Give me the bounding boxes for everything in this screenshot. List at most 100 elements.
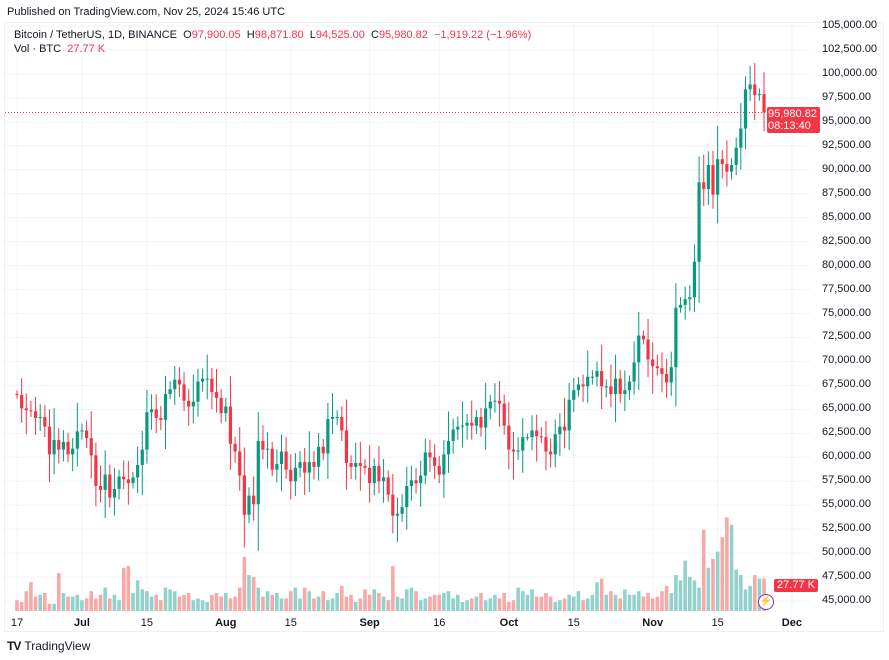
volume-bar (483, 600, 488, 611)
candle-body (33, 411, 38, 418)
price-tick-label: 77,500.00 (822, 282, 871, 295)
candle-body (400, 507, 404, 514)
volume-bar (595, 582, 599, 611)
volume-bar (391, 566, 395, 611)
candle-body (15, 394, 19, 396)
volume-bar (400, 598, 404, 611)
tradingview-logo[interactable]: TV TradingView (7, 639, 90, 653)
candle-body (140, 449, 144, 465)
volume-bar (19, 602, 24, 611)
volume-bar (576, 591, 581, 611)
candle-body (303, 462, 307, 473)
volume-bar (572, 596, 576, 611)
volume-bar (121, 567, 126, 611)
volume-bar (451, 598, 455, 611)
time-tick-label: Jul (74, 617, 90, 629)
volume-bar (237, 587, 242, 611)
price-tick-label: 70,000.00 (822, 354, 871, 367)
candle-body (163, 394, 168, 420)
candle-body (85, 430, 89, 439)
volume-bar (24, 591, 29, 611)
candle-body (270, 448, 274, 470)
volume-bar (520, 591, 525, 611)
candle-body (521, 437, 525, 451)
lightning-icon[interactable]: ⚡ (758, 594, 774, 610)
candle-body (358, 463, 362, 466)
time-tick-label: 15 (567, 617, 580, 629)
candle-body (595, 371, 599, 377)
volume-bar (103, 587, 107, 611)
chart-frame (4, 22, 884, 632)
candle-body (762, 94, 766, 113)
volume-bar (66, 596, 70, 611)
volume-bar (678, 580, 683, 611)
open-label: O (183, 29, 192, 41)
volume-bar (349, 594, 353, 611)
volume-label[interactable]: Vol · BTC (14, 43, 62, 55)
price-tick-label: 57,500.00 (822, 474, 871, 487)
volume-bar (312, 598, 316, 611)
price-tick-label: 72,500.00 (822, 330, 871, 343)
candle-body (549, 451, 553, 455)
candle-body (368, 467, 372, 484)
volume-bar (739, 575, 743, 611)
volume-bar (697, 587, 701, 611)
candle-body (743, 89, 748, 129)
price-tick-label: 100,000.00 (822, 66, 878, 79)
volume-bar (84, 598, 89, 611)
candle-body (456, 426, 460, 430)
volume-bar (567, 594, 571, 611)
volume-bar (688, 576, 692, 611)
candle-body (122, 476, 126, 480)
candle-body (660, 368, 664, 374)
candle-body (409, 480, 413, 487)
candle-body (423, 452, 427, 476)
volume-bar (38, 594, 42, 611)
candle-body (488, 401, 492, 409)
candle-body (446, 440, 451, 455)
volume-bar (646, 593, 650, 611)
price-tick-label: 80,000.00 (822, 258, 871, 271)
tv-logo-icon: TV (7, 639, 21, 653)
volume-bar (660, 591, 664, 611)
candle-body (479, 417, 483, 428)
volume-bar (61, 593, 66, 611)
volume-bar (590, 594, 595, 611)
candle-body (757, 94, 761, 96)
candle-body (576, 384, 581, 391)
volume-bar (205, 602, 210, 611)
volume-bar (664, 585, 669, 611)
candle-body (553, 434, 557, 455)
last-price-tag: 95,980.82 08:13:40 (767, 107, 820, 133)
candle-body (38, 417, 42, 419)
candle-body (386, 477, 390, 495)
candle-body (497, 400, 502, 404)
candle-body (484, 408, 488, 428)
symbol-title[interactable]: Bitcoin / TetherUS, 1D, BINANCE (14, 29, 178, 41)
volume-bar (15, 600, 19, 611)
candle-body (651, 359, 655, 367)
candle-body (43, 417, 47, 427)
volume-bar (395, 596, 400, 611)
volume-bars (15, 517, 766, 611)
brand-name: TradingView (24, 639, 91, 653)
candle-body (465, 422, 469, 426)
candle-body (655, 366, 659, 369)
last-price: 95,980.82 (768, 108, 817, 120)
volume-bar (474, 596, 479, 611)
volume-bar (725, 517, 729, 611)
candle-body (228, 406, 233, 444)
volume-bar (353, 602, 358, 611)
candle-body (94, 455, 98, 487)
candle-body (261, 440, 265, 450)
time-tick-label: Aug (215, 617, 237, 629)
volume-bar (748, 585, 752, 611)
candle-body (692, 261, 697, 298)
volume-bar (145, 591, 149, 611)
candle-body (98, 486, 103, 490)
candle-body (47, 426, 52, 455)
candle-body (247, 495, 251, 515)
price-tick-label: 67,500.00 (822, 378, 871, 391)
candle-body (307, 462, 311, 473)
